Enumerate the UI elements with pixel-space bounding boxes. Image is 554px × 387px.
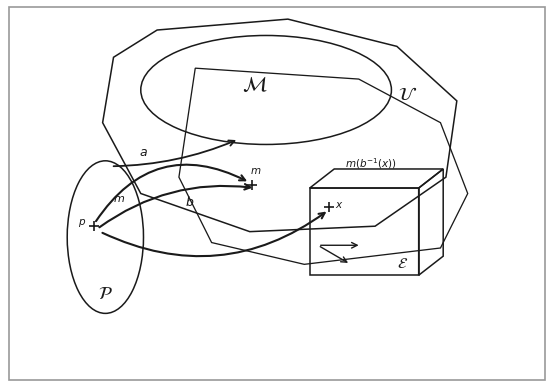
Text: $\mathcal{M}$: $\mathcal{M}$ (243, 75, 268, 94)
Text: $m(b^{-1}(x))$: $m(b^{-1}(x))$ (345, 156, 397, 171)
Text: $x$: $x$ (335, 200, 344, 210)
Text: $\mathcal{P}$: $\mathcal{P}$ (98, 285, 112, 303)
Text: $m$: $m$ (113, 194, 125, 204)
Text: $\mathcal{E}$: $\mathcal{E}$ (397, 257, 408, 271)
Text: $\mathcal{U}$: $\mathcal{U}$ (398, 86, 417, 104)
Text: $p$: $p$ (78, 217, 86, 229)
Text: $a$: $a$ (139, 146, 148, 159)
Text: $m$: $m$ (249, 166, 261, 176)
Text: $b$: $b$ (185, 195, 194, 209)
